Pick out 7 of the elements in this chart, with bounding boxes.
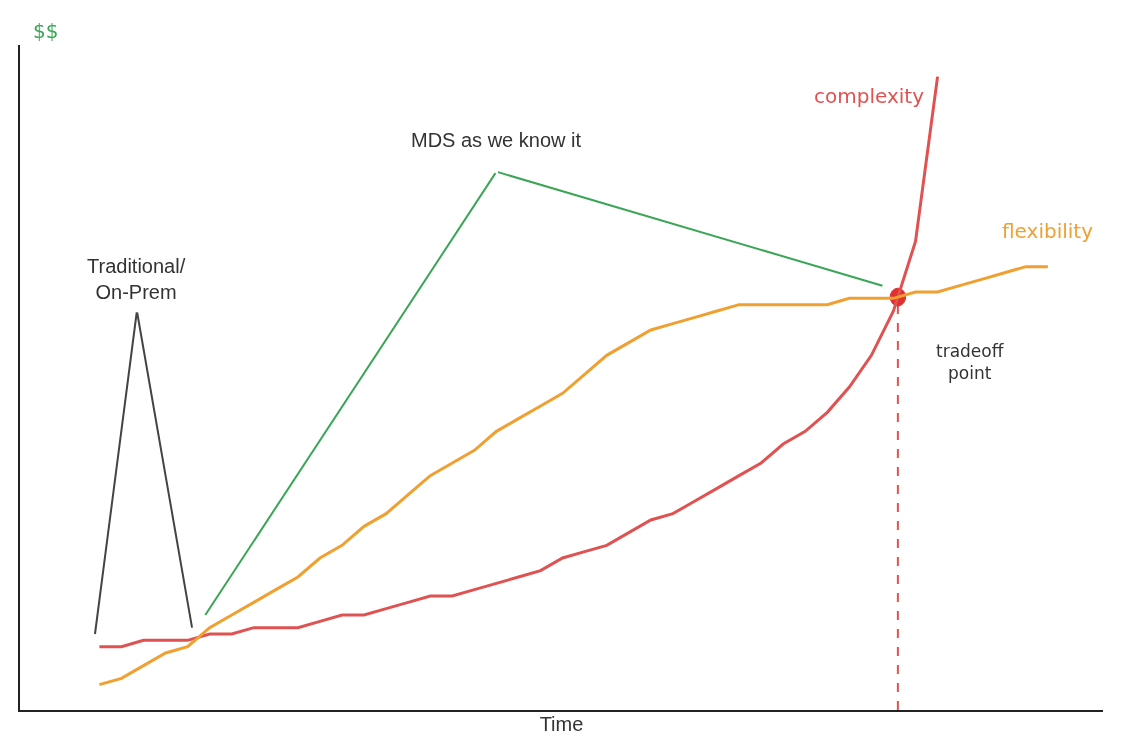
annotation: tradeoff point [936, 341, 1005, 384]
annotation: MDS as we know it [411, 129, 582, 151]
x-axis-title: Time [539, 713, 584, 736]
annotation: Traditional/ On-Prem [87, 255, 186, 303]
series-label: complexity [814, 84, 925, 108]
series-label: flexibility [1002, 219, 1094, 243]
y-axis-title: $$ [33, 19, 59, 43]
